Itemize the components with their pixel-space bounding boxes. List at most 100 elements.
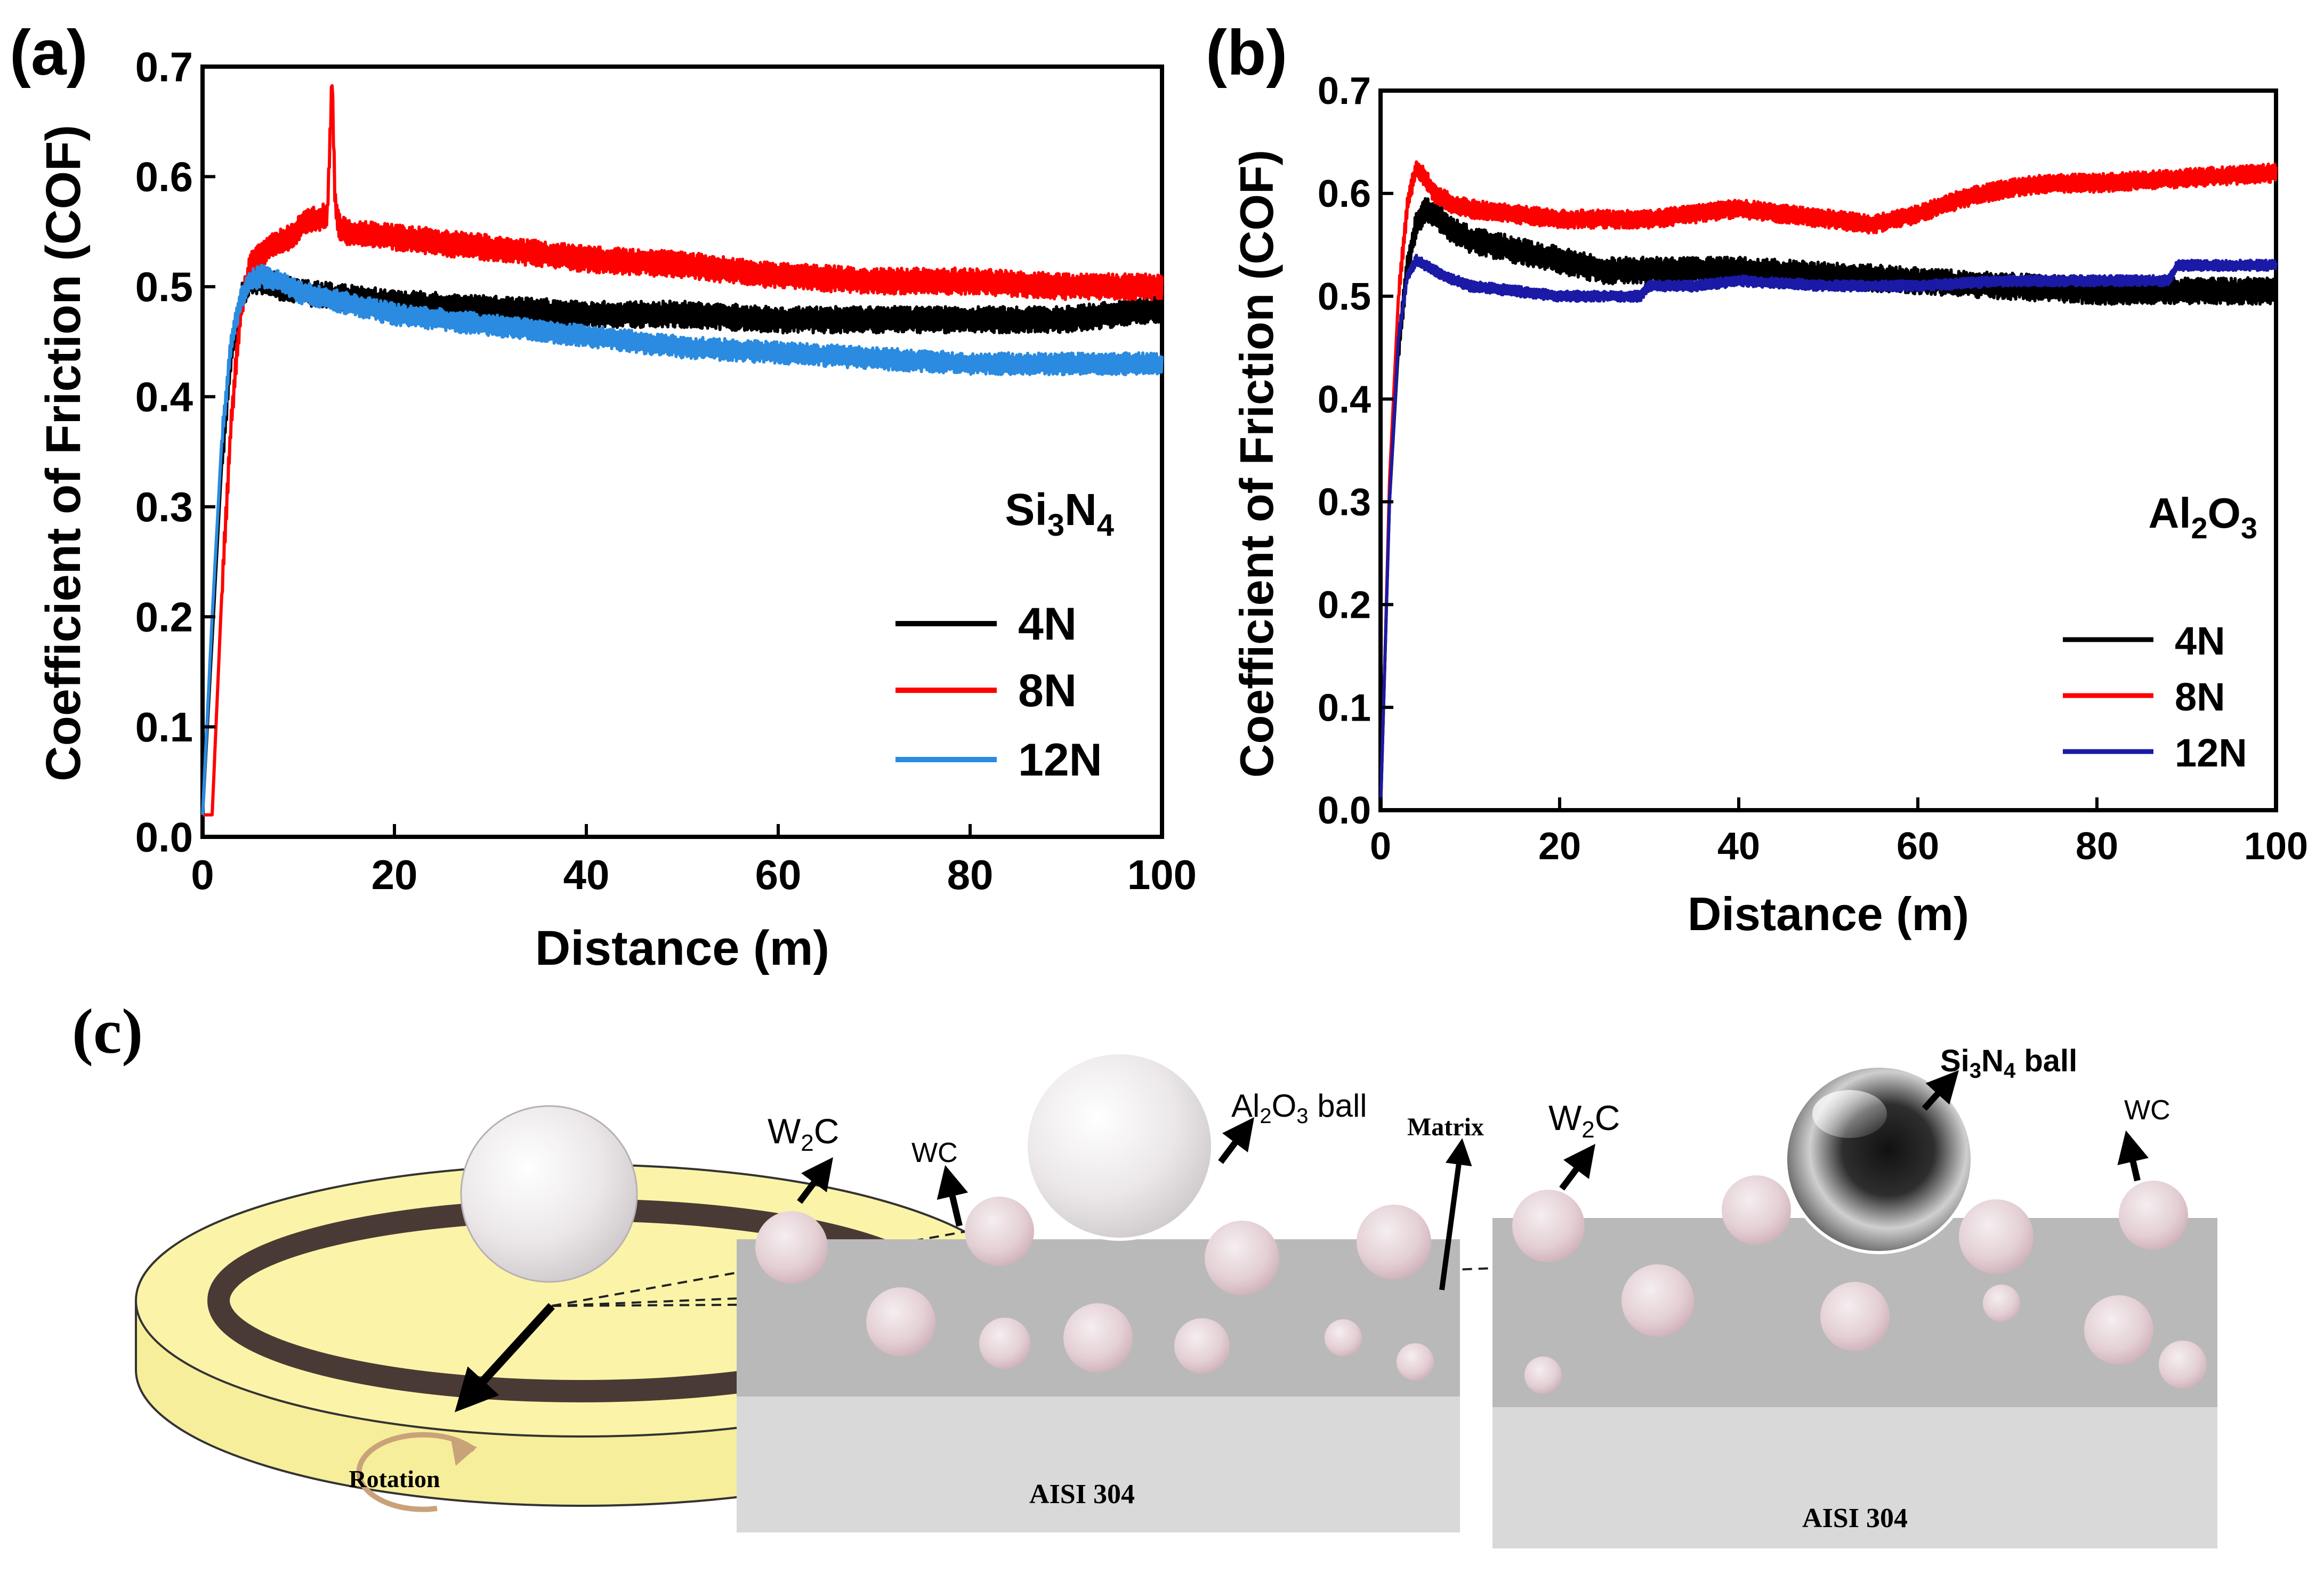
x-axis-label-a: Distance (m): [535, 921, 829, 975]
series-line-12N: [201, 263, 1164, 815]
ticks-b: 0 20 40 60 80 100 0.0 0.1 0.2 0.3 0.4 0.5 0.6 0.7: [1318, 70, 2308, 868]
wc-label: WC: [2124, 1095, 2170, 1126]
wc-particle: [1063, 1303, 1133, 1373]
rotation-arrow-icon: [356, 1432, 477, 1512]
al2o3-ball-icon: [1024, 1051, 1214, 1241]
y-axis-label-b: Coefficient of Friction (COF): [1230, 150, 1283, 778]
y-tick-label: 0.5: [1318, 276, 1371, 318]
series-group-b: [1379, 160, 2278, 811]
x-tick-label: 40: [1717, 825, 1760, 868]
y-tick-label: 0.4: [135, 374, 193, 421]
arrow-icon: [1559, 1144, 1595, 1191]
arrow-icon: [455, 1303, 555, 1413]
wc-particle: [755, 1211, 828, 1284]
x-tick-label: 0: [1370, 825, 1391, 868]
si3n4-ball-label: Si3N4 ball: [1940, 1044, 2077, 1083]
chart-panel-a: (a) 0 20 40 60 80 100 0.0 0.1 0.2 0.3 0.4 0.5 0.6 0.7…: [10, 17, 1197, 975]
wc-particle: [1820, 1282, 1890, 1351]
wc-particle: [2159, 1341, 2207, 1389]
legend-label-12N: 12N: [2175, 731, 2247, 775]
wc-particle: [1959, 1199, 2034, 1274]
legend-b: 4N 8N 12N: [2063, 619, 2247, 775]
x-axis-label-b: Distance (m): [1688, 887, 1969, 940]
ball-highlight: [1812, 1090, 1887, 1138]
y-tick-label: 0.0: [135, 813, 193, 860]
y-tick-label: 0.1: [135, 704, 193, 750]
legend-label-8N: 8N: [2175, 675, 2225, 719]
legend-label-8N: 8N: [1018, 665, 1077, 716]
schematic-panel-c: (c) Rotation AISI 304: [72, 996, 2217, 1548]
rotation-label: Rotation: [349, 1465, 440, 1492]
x-tick-label: 100: [2244, 825, 2308, 868]
series-line-12N: [1379, 254, 2278, 811]
arrow-icon: [2117, 1130, 2149, 1182]
wc-particle: [1983, 1285, 2020, 1322]
w2c-label: W2C: [1548, 1098, 1620, 1143]
x-tick-label: 100: [1127, 851, 1197, 898]
wc-particle: [1397, 1343, 1434, 1381]
panel-label-b: (b): [1206, 17, 1287, 88]
wc-particle: [979, 1318, 1030, 1369]
y-axis-label-a: Coefficient of Friction (COF): [36, 125, 91, 781]
y-tick-label: 0.3: [1318, 481, 1371, 524]
series-line-4N: [1379, 197, 2278, 811]
wc-particle: [1205, 1221, 1279, 1295]
y-tick-label: 0.4: [1318, 378, 1371, 421]
arrow-icon: [1922, 1070, 1959, 1111]
ball-icon: [460, 1105, 638, 1283]
panel-label-c: (c): [72, 996, 143, 1067]
y-tick-label: 0.7: [1318, 70, 1371, 112]
wc-label: WC: [911, 1137, 958, 1168]
x-tick-label: 20: [1538, 825, 1581, 868]
legend-label-4N: 4N: [2175, 619, 2225, 663]
legend-a: 4N 8N 12N: [895, 599, 1102, 786]
y-tick-label: 0.6: [135, 154, 193, 200]
substrate-layer: [737, 1397, 1460, 1532]
plot-frame-b: [1378, 88, 2278, 812]
plot-frame-a: [200, 64, 1164, 839]
chart-panel-b: (b) 0 20 40 60 80 100 0.0 0.1 0.2 0.3 0.4 0.5 0.6 0.7…: [1206, 17, 2308, 940]
x-tick-label: 80: [2076, 825, 2118, 868]
x-tick-label: 0: [191, 851, 214, 898]
wc-particle: [1174, 1318, 1230, 1374]
y-tick-label: 0.1: [1318, 687, 1371, 729]
x-tick-label: 60: [1897, 825, 1939, 868]
substrate-label: AISI 304: [1802, 1503, 1908, 1533]
arrow-icon: [937, 1165, 969, 1227]
y-tick-label: 0.7: [135, 43, 193, 90]
wc-particle: [2119, 1181, 2188, 1250]
x-tick-label: 80: [947, 851, 994, 898]
panel-label-a: (a): [10, 17, 88, 88]
coating-block-left: AISI 304 W2C WC Al2O3 ball Matrix: [737, 1051, 1484, 1532]
wc-particle: [866, 1287, 935, 1357]
y-tick-label: 0.0: [1318, 789, 1371, 832]
y-tick-label: 0.2: [135, 593, 193, 640]
y-tick-label: 0.5: [135, 263, 193, 310]
substrate-label: AISI 304: [1029, 1479, 1135, 1510]
x-tick-label: 20: [372, 851, 418, 898]
legend-label-12N: 12N: [1018, 735, 1102, 786]
wc-particle: [1524, 1357, 1562, 1394]
material-label-a: Si3N4: [1005, 485, 1114, 543]
wc-particle: [965, 1197, 1034, 1266]
y-tick-label: 0.6: [1318, 173, 1371, 215]
arrow-icon: [797, 1157, 833, 1204]
x-tick-label: 40: [563, 851, 610, 898]
matrix-label: Matrix: [1407, 1113, 1484, 1141]
substrate-layer: [1492, 1407, 2217, 1548]
ticks-a: 0 20 40 60 80 100 0.0 0.1 0.2 0.3 0.4 0.5 0.6 0.7: [135, 43, 1197, 898]
series-line-8N: [1379, 160, 2278, 811]
rotation-arrowhead-icon: [450, 1436, 477, 1466]
w2c-label: W2C: [768, 1111, 839, 1156]
arrow-icon: [1218, 1117, 1254, 1164]
wc-particle: [1512, 1190, 1585, 1262]
x-tick-label: 60: [755, 851, 802, 898]
y-tick-label: 0.3: [135, 483, 193, 530]
wc-particle: [1621, 1264, 1694, 1337]
si3n4-ball-icon: [1784, 1064, 1974, 1254]
series-line-8N: [201, 84, 1164, 817]
coating-block-right: AISI 304 W2C Si3N4 ball WC: [1492, 1044, 2217, 1548]
series-group-a: [201, 84, 1164, 817]
